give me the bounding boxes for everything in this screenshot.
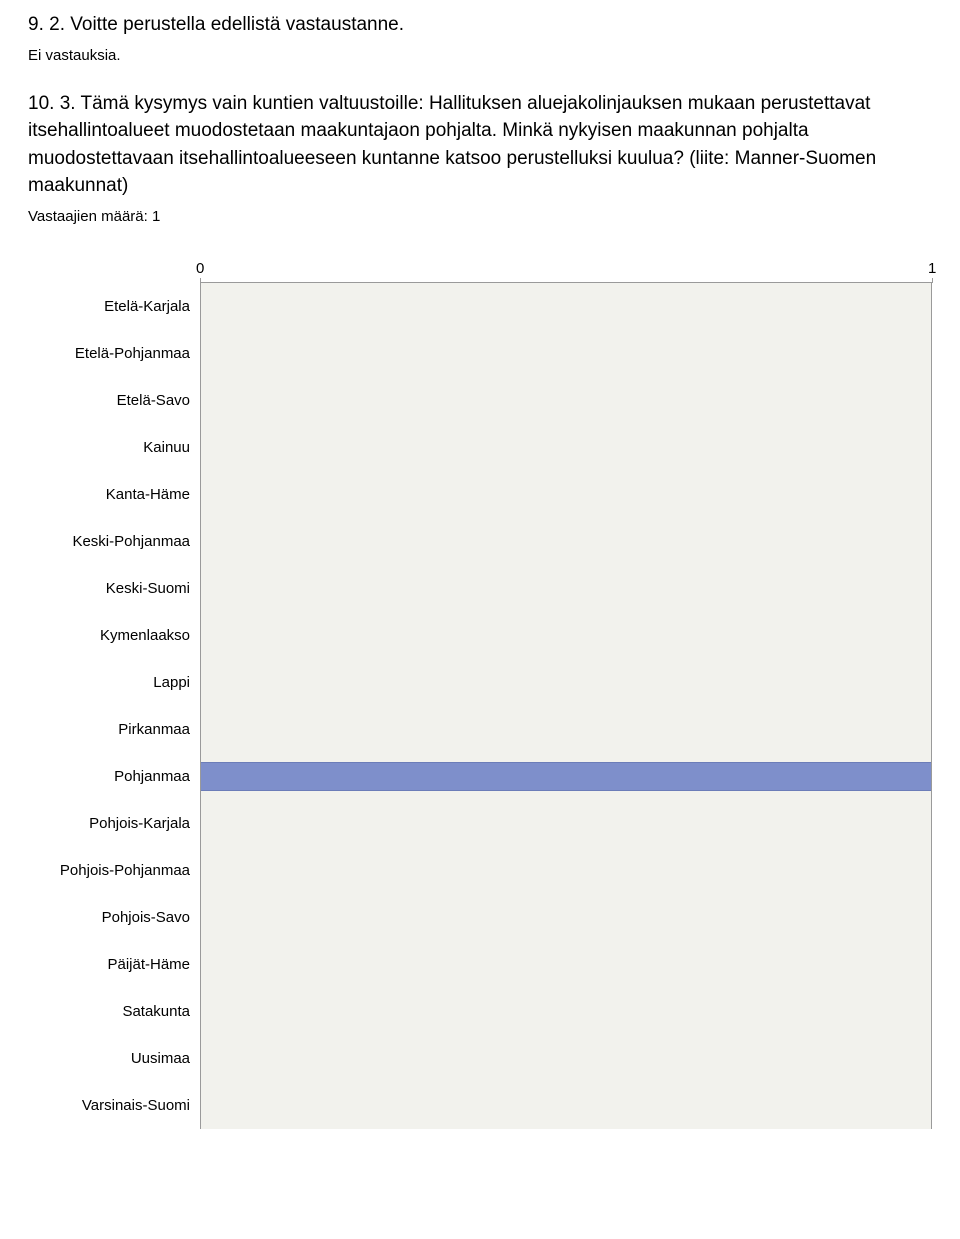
bar-track	[200, 424, 932, 471]
bar-track	[200, 894, 932, 941]
x-axis: 01	[28, 259, 932, 283]
bar-label: Uusimaa	[28, 1050, 200, 1067]
question-9-title: 9. 2. Voitte perustella edellistä vastau…	[28, 12, 932, 39]
bar-row: Pohjois-Pohjanmaa	[28, 847, 932, 894]
bar-label: Pohjanmaa	[28, 768, 200, 785]
bar-track	[200, 847, 932, 894]
bar-label: Päijät-Häme	[28, 956, 200, 973]
bar-track	[200, 283, 932, 330]
bar-label: Satakunta	[28, 1003, 200, 1020]
bar-row: Kanta-Häme	[28, 471, 932, 518]
bar-row: Varsinais-Suomi	[28, 1082, 932, 1129]
bar-row: Keski-Suomi	[28, 565, 932, 612]
x-tick-label: 1	[928, 260, 936, 277]
bar-row: Uusimaa	[28, 1035, 932, 1082]
bar-track	[200, 941, 932, 988]
bar-fill	[201, 762, 931, 791]
bar-track	[200, 706, 932, 753]
bar-track	[200, 800, 932, 847]
bar-label: Lappi	[28, 674, 200, 691]
respondent-count: Vastaajien määrä: 1	[28, 208, 932, 225]
bar-row: Keski-Pohjanmaa	[28, 518, 932, 565]
bar-label: Keski-Suomi	[28, 580, 200, 597]
bar-row: Etelä-Pohjanmaa	[28, 330, 932, 377]
bar-row: Pohjanmaa	[28, 753, 932, 800]
bar-label: Pohjois-Savo	[28, 909, 200, 926]
bar-label: Etelä-Savo	[28, 392, 200, 409]
bar-row: Etelä-Karjala	[28, 283, 932, 330]
question-10-title: 10. 3. Tämä kysymys vain kuntien valtuus…	[28, 90, 932, 200]
bar-row: Pirkanmaa	[28, 706, 932, 753]
bar-label: Pohjois-Pohjanmaa	[28, 862, 200, 879]
bar-label: Keski-Pohjanmaa	[28, 533, 200, 550]
bar-track	[200, 753, 932, 800]
bar-track	[200, 377, 932, 424]
bar-track	[200, 659, 932, 706]
bar-row: Kymenlaakso	[28, 612, 932, 659]
bar-row: Lappi	[28, 659, 932, 706]
x-tick-label: 0	[196, 260, 204, 277]
bar-label: Kainuu	[28, 439, 200, 456]
bar-label: Etelä-Pohjanmaa	[28, 345, 200, 362]
bar-track	[200, 471, 932, 518]
bar-track	[200, 330, 932, 377]
bar-row: Päijät-Häme	[28, 941, 932, 988]
bar-track	[200, 1035, 932, 1082]
bar-row: Pohjois-Savo	[28, 894, 932, 941]
x-tick	[932, 278, 933, 283]
bar-row: Kainuu	[28, 424, 932, 471]
bar-label: Varsinais-Suomi	[28, 1097, 200, 1114]
bar-row: Etelä-Savo	[28, 377, 932, 424]
bar-label: Etelä-Karjala	[28, 298, 200, 315]
bar-label: Kymenlaakso	[28, 627, 200, 644]
bar-track	[200, 518, 932, 565]
bar-label: Pirkanmaa	[28, 721, 200, 738]
bar-row: Satakunta	[28, 988, 932, 1035]
bar-track	[200, 1082, 932, 1129]
question-9-no-answers: Ei vastauksia.	[28, 47, 932, 64]
bar-track	[200, 612, 932, 659]
bar-track	[200, 565, 932, 612]
bar-label: Pohjois-Karjala	[28, 815, 200, 832]
bar-label: Kanta-Häme	[28, 486, 200, 503]
bar-chart: 01 Etelä-Karjala Etelä-Pohjanmaa Etelä-Sav…	[28, 259, 932, 1129]
bar-row: Pohjois-Karjala	[28, 800, 932, 847]
bar-track	[200, 988, 932, 1035]
